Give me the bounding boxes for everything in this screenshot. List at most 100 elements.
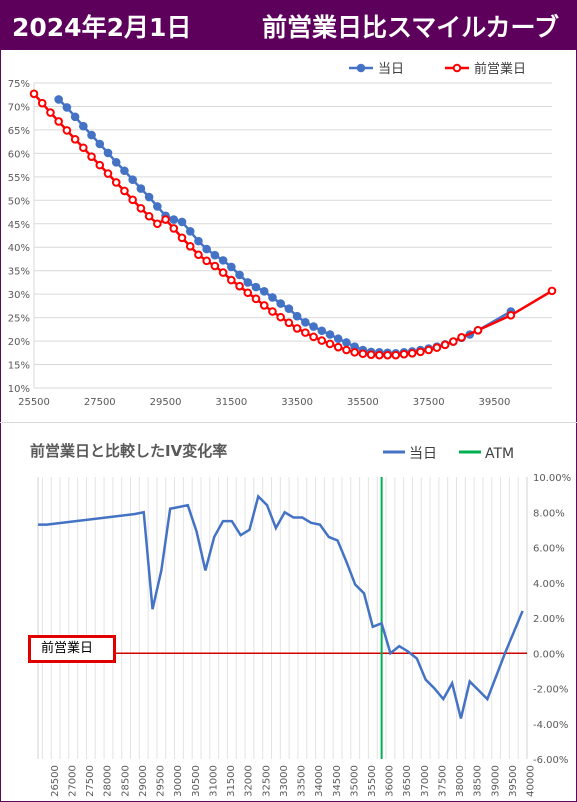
- y-tick-label: 45%: [8, 220, 30, 231]
- data-point-today: [309, 322, 318, 331]
- data-point-today: [194, 236, 203, 246]
- x-tick-label: 36500: [402, 765, 413, 797]
- data-point-today: [128, 175, 137, 184]
- section-divider: [0, 422, 577, 423]
- x-tick-label: 35500: [367, 765, 378, 797]
- data-point-today: [136, 184, 146, 193]
- data-point-prev: [235, 281, 244, 291]
- x-tick-label: 29500: [150, 397, 182, 408]
- x-tick-label: 30500: [191, 765, 202, 797]
- data-point-prev: [194, 250, 203, 260]
- y-tick-label: -4.00%: [533, 720, 568, 731]
- x-tick-label: 27000: [67, 765, 78, 797]
- data-point-today: [243, 278, 253, 287]
- x-tick-label: 27500: [85, 765, 96, 797]
- x-tick-label: 34500: [332, 765, 343, 797]
- x-tick-label: 32000: [244, 765, 255, 797]
- legend-label-atm: ATM: [485, 446, 514, 462]
- x-tick-label: 35500: [347, 397, 379, 408]
- x-tick-label: 29000: [138, 765, 149, 797]
- y-tick-label: 20%: [8, 337, 30, 348]
- data-point-prev: [366, 350, 376, 359]
- y-tick-label: 0.00%: [533, 649, 565, 660]
- x-tick-label: 26500: [50, 765, 61, 797]
- data-point-prev: [128, 195, 137, 205]
- data-point-prev: [284, 318, 294, 328]
- data-point-today: [54, 95, 63, 104]
- y-tick-label: 10.00%: [533, 473, 571, 484]
- data-point-prev: [301, 328, 310, 337]
- y-tick-label: 2.00%: [533, 614, 565, 625]
- y-tick-label: 75%: [8, 79, 30, 90]
- legend-label-prev: 前営業日: [474, 61, 526, 77]
- data-point-prev: [547, 286, 557, 296]
- y-tick-label: 10%: [8, 384, 30, 395]
- data-point-prev: [202, 256, 211, 266]
- data-point-today: [79, 121, 88, 131]
- data-point-prev: [268, 307, 277, 316]
- iv-change-chart: 10.00% 8.00% 6.00% 4.00% 2.00% 0.00% -2.00% -4.…: [30, 442, 571, 797]
- y-tick-label: 55%: [8, 173, 30, 184]
- data-point-today: [62, 103, 72, 112]
- data-point-prev: [111, 178, 121, 187]
- data-point-today: [169, 215, 179, 224]
- data-point-today: [218, 256, 228, 265]
- data-point-prev: [153, 219, 162, 229]
- data-point-today: [259, 287, 269, 296]
- data-point-today: [210, 250, 220, 260]
- data-point-prev: [375, 350, 384, 360]
- x-tick-label: 33500: [297, 765, 308, 797]
- x-tick-label: 34000: [314, 765, 325, 797]
- data-point-prev: [227, 275, 236, 285]
- data-point-prev: [333, 342, 343, 352]
- data-point-prev: [169, 224, 179, 233]
- x-tick-label: 31000: [208, 765, 219, 797]
- data-point-today: [333, 334, 343, 344]
- x-tick-label: 40000: [526, 765, 537, 797]
- y-tick-label: -6.00%: [533, 755, 568, 766]
- data-point-prev: [440, 340, 450, 350]
- data-point-today: [301, 318, 310, 327]
- data-point-prev: [424, 345, 433, 355]
- x-tick-label: 38000: [455, 765, 466, 797]
- data-point-today: [251, 282, 261, 292]
- x-tick-label: 39000: [490, 765, 501, 797]
- x-tick-label: 35000: [349, 765, 360, 797]
- data-point-prev: [62, 126, 72, 135]
- data-point-prev: [70, 135, 80, 144]
- data-point-prev: [46, 108, 55, 117]
- y-tick-label: 15%: [8, 361, 30, 372]
- data-point-today: [276, 299, 285, 308]
- data-point-today: [87, 130, 96, 140]
- header-title: 前営業日比スマイルカーブ: [262, 13, 560, 42]
- x-tick-label: 36000: [385, 765, 396, 797]
- y-tick-label: 60%: [8, 149, 30, 160]
- data-point-prev: [218, 268, 228, 277]
- data-point-prev: [120, 186, 129, 196]
- data-point-prev: [457, 333, 466, 342]
- data-point-today: [342, 338, 351, 347]
- y-tick-label: 4.00%: [533, 579, 565, 590]
- legend-label-today: 当日: [378, 62, 404, 77]
- data-point-prev: [292, 324, 302, 333]
- data-point-today: [284, 304, 294, 313]
- data-point-prev: [325, 339, 335, 349]
- data-point-prev: [391, 350, 401, 360]
- x-tick-label: 38500: [473, 765, 484, 797]
- smile-curve-chart: 10% 15% 20% 25% 30% 35% 40% 45% 50% 55% 60% 65% 70% 7…: [8, 61, 557, 408]
- data-point-prev: [473, 325, 483, 335]
- y-tick-label: 50%: [8, 196, 30, 207]
- x-tick-label: 25500: [18, 397, 50, 408]
- y-tick-label: 6.00%: [533, 544, 565, 555]
- x-tick-label: 28500: [120, 765, 131, 797]
- header-date: 2024年2月1日: [12, 13, 192, 42]
- data-point-prev: [449, 337, 458, 346]
- x-tick-label: 33000: [279, 765, 290, 797]
- data-point-prev: [161, 215, 170, 224]
- data-point-today: [235, 270, 244, 280]
- data-point-prev: [144, 211, 154, 221]
- x-tick-label: 30000: [173, 765, 184, 797]
- x-tick-label: 31500: [226, 765, 237, 797]
- y-tick-label: -2.00%: [533, 685, 568, 696]
- reference-label: 前営業日: [41, 641, 94, 656]
